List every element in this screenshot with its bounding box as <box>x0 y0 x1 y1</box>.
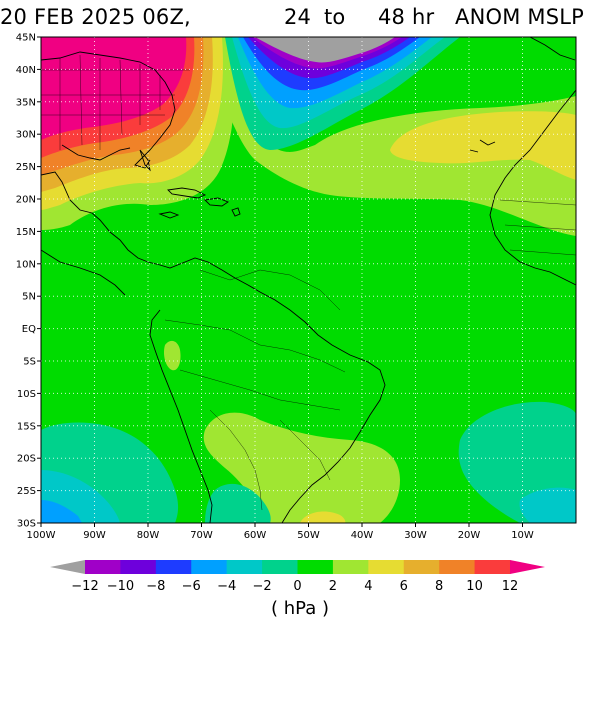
colorbar-level-label: −4 <box>217 579 236 594</box>
colorbar-swatch <box>226 560 263 574</box>
lat-tick-label: 20N <box>16 195 36 206</box>
colorbar-swatch <box>191 560 228 574</box>
colorbar-level-label: −12 <box>71 579 98 594</box>
lat-tick-label: 30N <box>16 130 36 141</box>
lon-tick-label: 50W <box>297 530 320 541</box>
colorbar-swatch <box>474 560 511 574</box>
lon-tick-label: 70W <box>190 530 213 541</box>
colorbar-swatch <box>403 560 440 574</box>
colorbar-level-label: 6 <box>400 579 408 594</box>
lat-tick-label: 25N <box>16 162 36 173</box>
colorbar-labels: −12 −10 −8 −6 −4 −2 0 2 4 6 8 10 12 <box>71 579 518 594</box>
colorbar-level-label: −6 <box>182 579 201 594</box>
colorbar-low-arrow <box>50 560 85 574</box>
colorbar-level-label: 4 <box>364 579 372 594</box>
colorbar-level-label: −8 <box>146 579 165 594</box>
lat-tick-label: 40N <box>16 65 36 76</box>
colorbar-level-label: −10 <box>107 579 134 594</box>
coastlines <box>41 37 576 523</box>
colorbar-level-label: 12 <box>502 579 519 594</box>
colorbar <box>50 560 545 574</box>
lat-tick-label: 15S <box>17 421 36 432</box>
atlantic-positive-band <box>200 37 576 236</box>
lat-tick-label: 20S <box>17 454 36 465</box>
map-title: 20 FEB 2025 06Z, 24 to 48 hr ANOM MSLP <box>0 2 600 32</box>
colorbar-swatch <box>262 560 298 574</box>
shaded-anomaly-field <box>41 37 576 523</box>
lon-tick-label: 80W <box>137 530 160 541</box>
title-range-end: 48 hr <box>378 5 435 29</box>
colorbar-swatch <box>85 560 121 574</box>
lon-tick-label: 60W <box>244 530 267 541</box>
lat-tick-label: 30S <box>17 519 36 530</box>
colorbar-swatch <box>439 560 476 574</box>
lat-tick-label: 35N <box>16 97 36 108</box>
colorbar-level-label: 2 <box>329 579 337 594</box>
colorbar-swatch <box>155 560 192 574</box>
colorbar-swatch <box>332 560 369 574</box>
colorbar-swatch <box>297 560 334 574</box>
colorbar-swatch <box>368 560 405 574</box>
lat-tick-label: 10S <box>17 389 36 400</box>
title-product: ANOM MSLP <box>455 5 585 29</box>
title-range-start: 24 <box>284 5 312 29</box>
lat-tick-label: 15N <box>16 227 36 238</box>
lon-tick-label: 20W <box>458 530 481 541</box>
lat-tick-label: 25S <box>17 486 36 497</box>
lat-tick-label: EQ <box>22 324 36 335</box>
colorbar-swatch <box>120 560 157 574</box>
title-range-word: to <box>324 5 346 29</box>
colorbar-level-label: −2 <box>252 579 271 594</box>
latitude-labels: 45N 40N 35N 30N 25N 20N 15N 10N 5N EQ 5S 10S 15S 20S 2… <box>16 33 41 530</box>
lon-tick-label: 10W <box>511 530 534 541</box>
lat-tick-label: 5N <box>22 292 36 303</box>
lat-tick-label: 5S <box>23 357 36 368</box>
colorbar-level-label: 10 <box>466 579 483 594</box>
colorbar-high-arrow <box>510 560 545 574</box>
lon-tick-label: 90W <box>83 530 106 541</box>
lon-tick-label: 100W <box>27 530 56 541</box>
borders <box>41 54 576 511</box>
longitude-labels: 100W 90W 80W 70W 60W 50W 40W 30W 20W 10W <box>27 523 534 541</box>
colorbar-level-label: 8 <box>435 579 443 594</box>
lat-tick-label: 45N <box>16 33 36 44</box>
lat-tick-label: 10N <box>16 259 36 270</box>
title-date-time: 20 FEB 2025 06Z, <box>0 5 191 29</box>
lon-tick-label: 40W <box>351 530 374 541</box>
lon-tick-label: 30W <box>404 530 427 541</box>
units-label: ( hPa ) <box>271 598 329 619</box>
colorbar-level-label: 0 <box>293 579 301 594</box>
